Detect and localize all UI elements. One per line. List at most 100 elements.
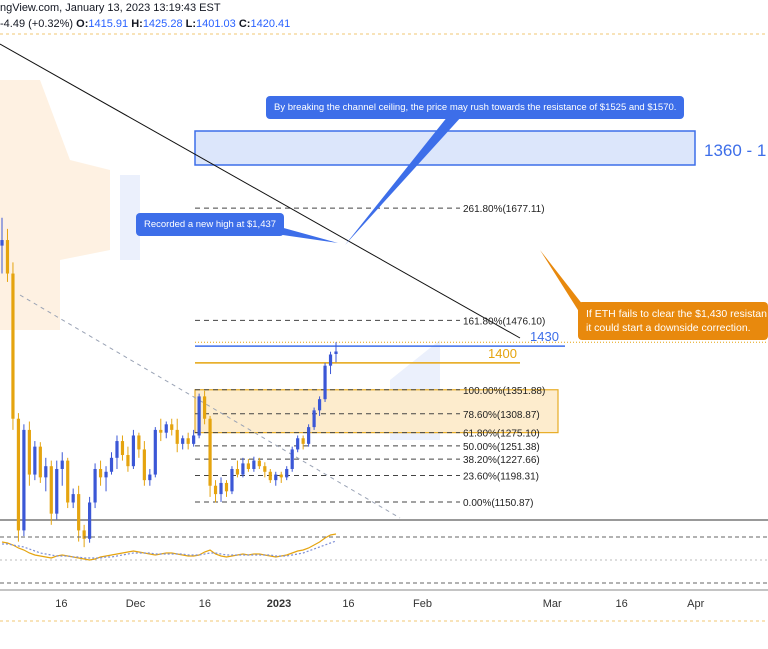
close-value: 1420.41 [250,18,291,30]
fib-label-3: 78.60%(1308.87) [463,410,540,421]
candle-9 [49,460,53,525]
candle-47 [257,457,261,469]
candle-body-61 [334,351,338,355]
x-tick-label-3: 2023 [267,598,291,610]
high-note[interactable]: Recorded a new high at $1,437 [136,213,285,236]
candle-body-11 [60,460,64,469]
candle-51 [279,471,283,483]
candle-40 [219,477,223,502]
candle-21 [115,435,119,469]
candle-54 [296,435,300,453]
candle-5 [27,421,31,486]
fib-label-5: 50.00%(1251.38) [463,442,540,453]
candle-body-24 [131,435,136,467]
candle-body-1 [5,240,10,274]
breakout-pointer [345,116,462,245]
candle-body-47 [257,460,261,467]
candle-body-49 [268,471,272,481]
x-tick-label-7: 16 [615,598,627,610]
candle-body-31 [170,424,174,430]
x-tick-label-6: Mar [543,598,562,610]
candle-42 [230,466,234,495]
candle-body-50 [274,474,278,481]
candle-body-43 [235,468,240,475]
candle-36 [197,393,201,439]
candle-13 [71,488,75,509]
candle-31 [170,418,174,436]
candle-52 [285,466,289,481]
candle-32 [175,418,179,453]
zone-layer [194,130,696,434]
candle-body-46 [252,460,256,469]
candle-16 [88,496,92,543]
breakout-note[interactable]: By breaking the channel ceiling, the pri… [266,96,685,119]
candle-41 [224,480,229,497]
close-label: C: [238,18,251,30]
warning-line-1: If ETH fails to clear the $1,430 resista… [586,308,767,320]
candle-body-58 [317,399,322,411]
candle-25 [137,432,141,458]
candle-3 [16,413,21,542]
time-axis: 16 Dec 16 2023 16 Feb Mar 16 Apr [0,598,768,622]
candle-49 [268,468,272,483]
candle-body-19 [104,471,108,478]
resistance-1400-label: 1400 [488,346,517,361]
candle-body-0 [0,240,4,246]
candle-45 [246,458,250,472]
warning-note[interactable]: If ETH fails to clear the $1,430 resista… [578,302,768,340]
candle-30 [164,421,168,439]
osc-ma-line [2,540,337,559]
candle-58 [317,396,322,416]
high-label: H: [131,18,143,30]
fib-label-7: 23.60%(1198.31) [463,472,539,483]
candle-59 [323,362,327,402]
candle-12 [66,457,70,509]
zone-label: 1360 - 1 [704,141,766,160]
candle-2 [11,262,15,430]
candle-body-56 [307,427,311,444]
candle-body-7 [38,446,42,478]
fib-label-8: 0.00%(1150.87) [463,498,533,509]
candle-body-34 [186,438,190,444]
candle-body-53 [290,449,294,469]
candle-body-36 [197,396,201,436]
candle-body-55 [301,438,305,444]
candle-26 [142,441,146,486]
ghost-profile-left [0,80,110,330]
resistance-zone-blue [194,130,696,166]
candle-body-42 [230,468,234,492]
low-label: L: [185,18,197,30]
candle-body-3 [16,418,21,531]
candle-38 [208,415,212,497]
candle-37 [202,390,207,425]
candle-body-15 [82,530,86,539]
candle-body-35 [192,435,196,444]
candle-body-27 [148,474,152,481]
fib-layer [195,207,768,503]
candle-56 [307,424,311,447]
low-value: 1401.03 [196,18,236,30]
candle-60 [328,351,333,375]
candle-57 [312,407,316,430]
candle-body-14 [77,494,81,531]
candle-18 [98,460,103,486]
ohlc-readout: -4.49 (+0.32%) O:1415.91 H:1425.28 L:140… [0,18,290,30]
candle-43 [235,460,240,478]
candle-4 [22,424,26,536]
candle-24 [131,429,136,469]
support-zone-orange [194,389,559,434]
candle-55 [301,435,305,450]
x-tick-label-1: Dec [126,598,146,610]
candle-27 [148,468,152,486]
candle-body-26 [142,449,146,481]
candle-body-20 [109,457,114,472]
candle-body-23 [126,455,130,467]
candle-body-32 [175,429,179,444]
x-tick-label-0: 16 [55,598,67,610]
dashed-trend-line [19,294,401,519]
candle-body-37 [202,396,207,419]
candle-body-44 [241,463,245,475]
candle-44 [241,457,245,478]
candle-layer [0,217,338,548]
